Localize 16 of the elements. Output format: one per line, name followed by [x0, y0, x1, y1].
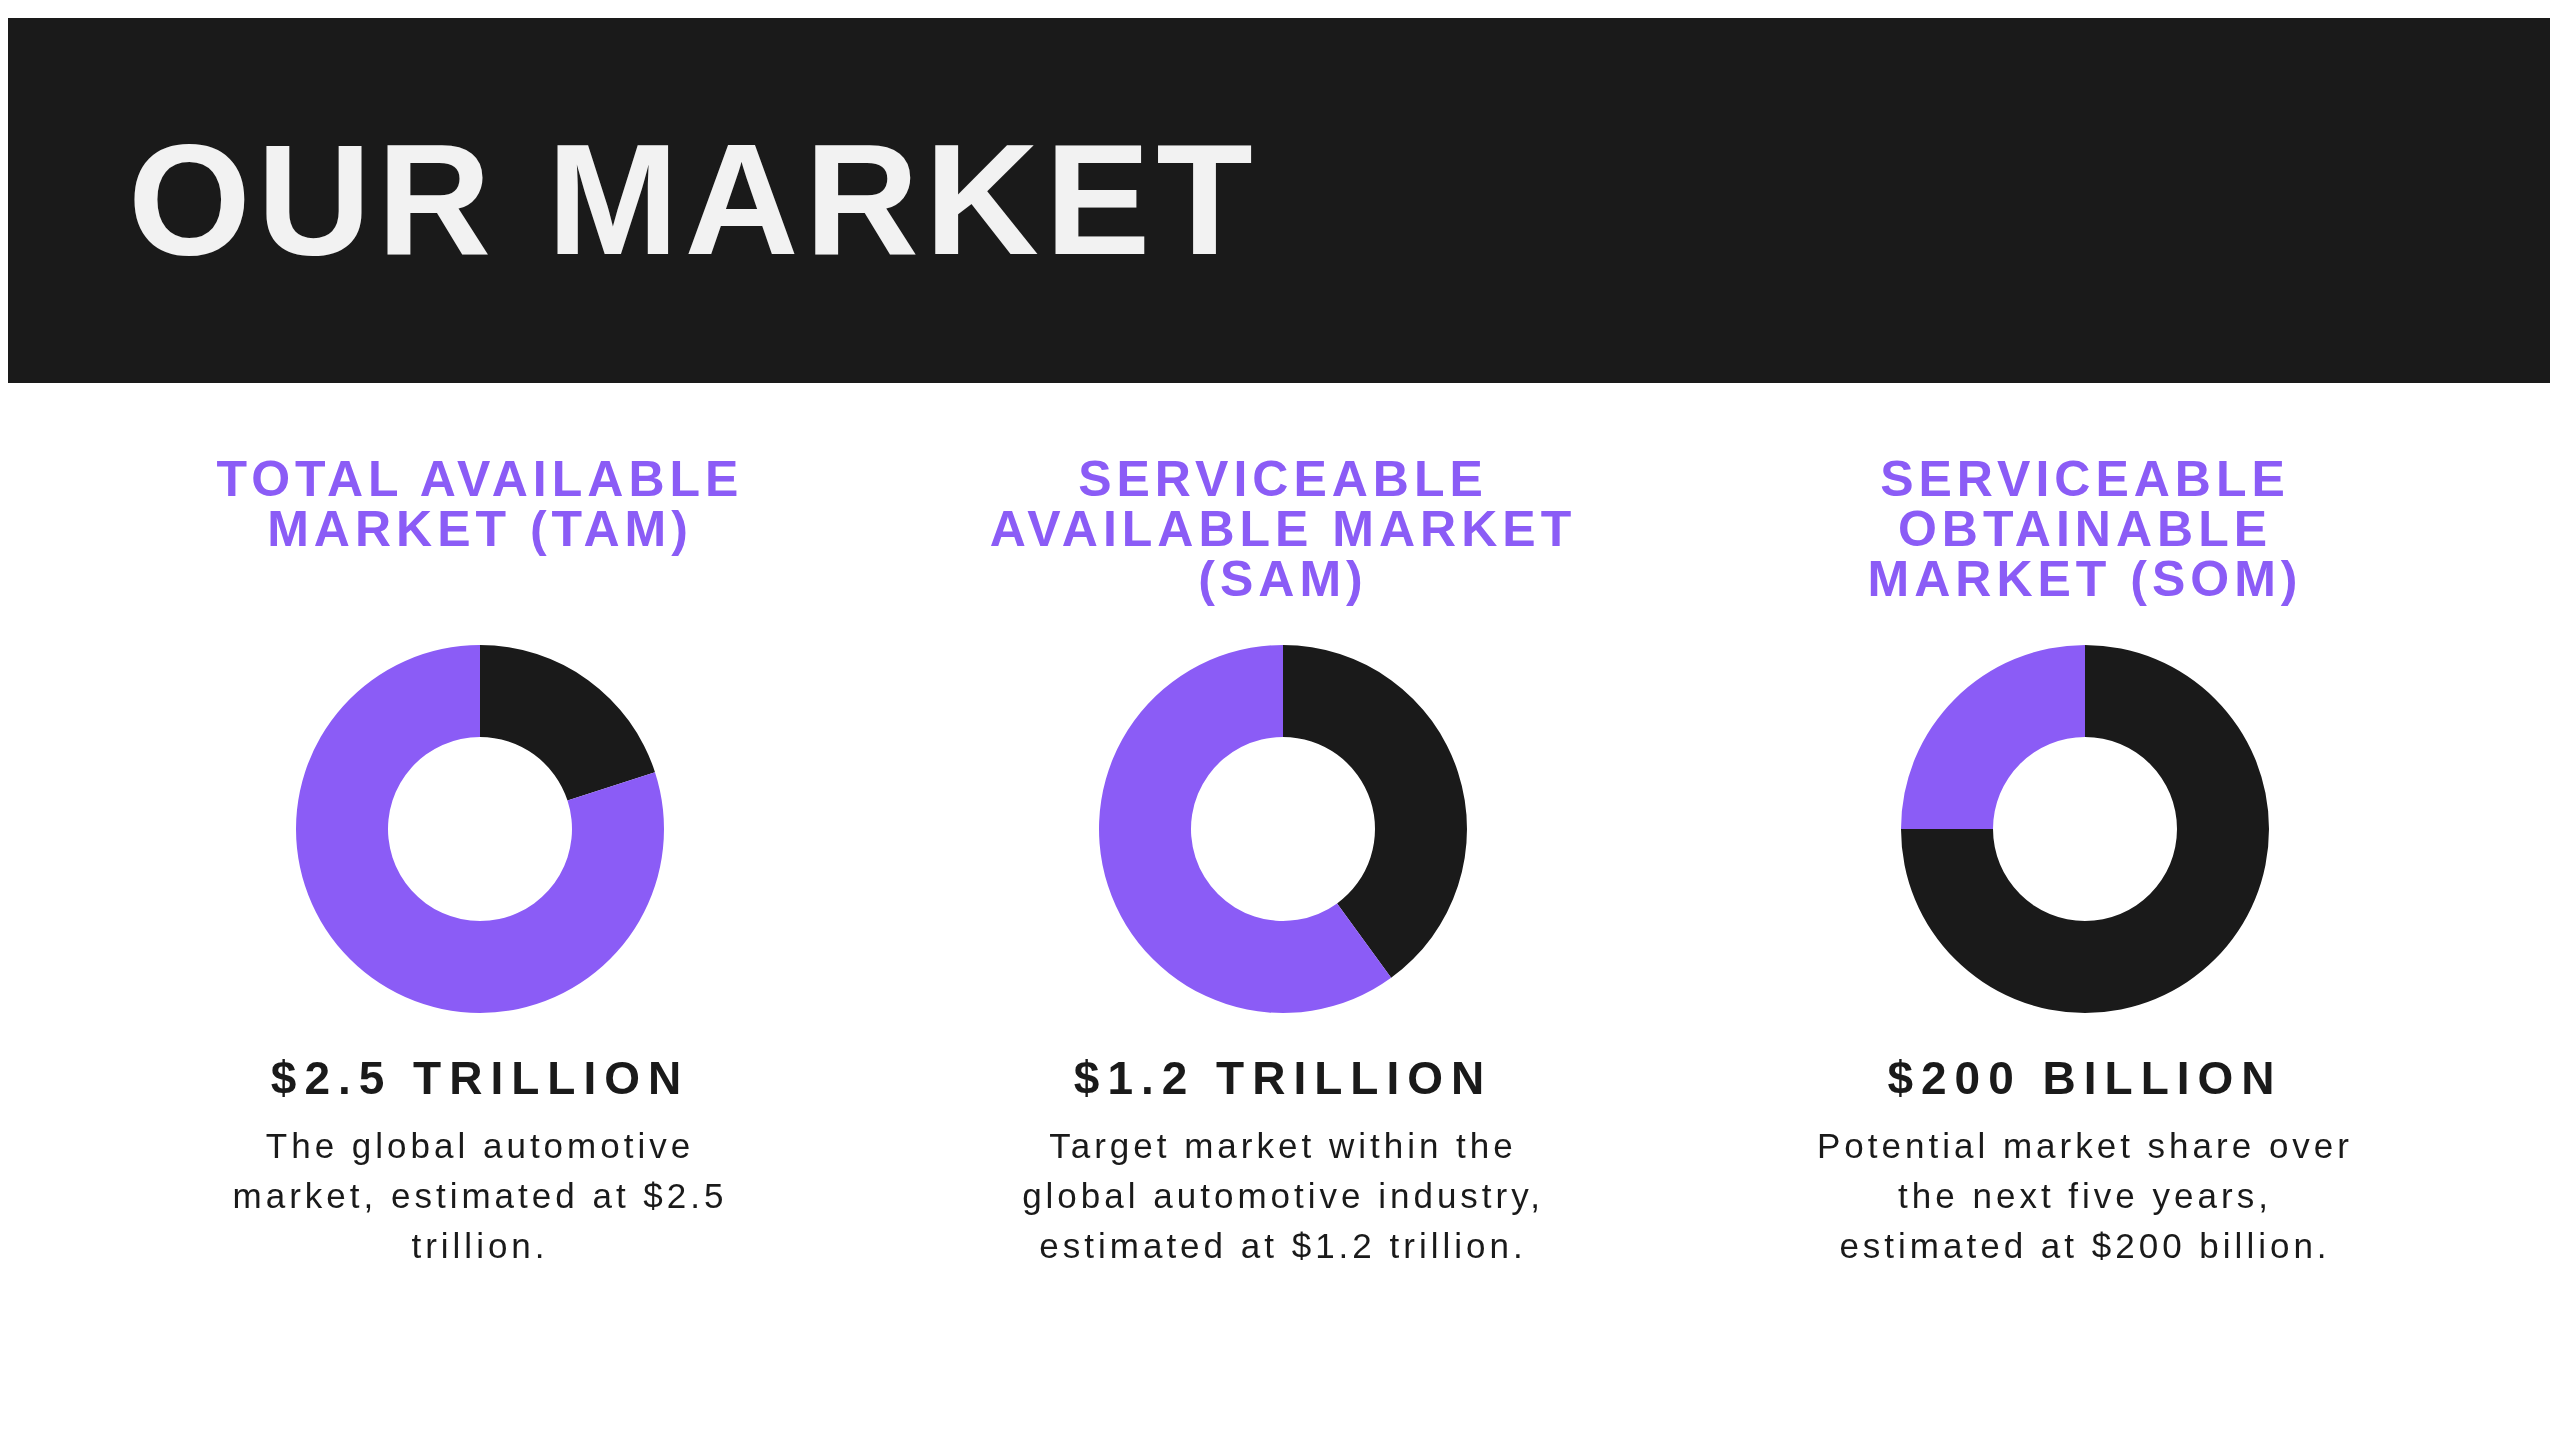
donut-slice	[1901, 645, 2085, 829]
text: Target market within the global automotive industry, estimated at $1.2 trillion.	[1022, 1126, 1544, 1265]
donut-slice	[1283, 645, 1467, 978]
chart-title: SERVICEABLE AVAILABLE MARKET (SAM)	[989, 451, 1577, 607]
chart-title: SERVICEABLE OBTAINABLE MARKET (SOM)	[1867, 451, 2303, 607]
text: Potential market share over the next five years, estimated at $200 billion.	[1817, 1126, 2353, 1265]
text: OUR MARKET	[128, 111, 1259, 287]
donut-slice	[480, 645, 655, 801]
text: $2.5 TRILLION	[270, 1052, 690, 1104]
donut-slice	[1901, 645, 2269, 1013]
text: $1.2 TRILLION	[1073, 1052, 1493, 1104]
donut-slice	[296, 645, 664, 1013]
donut-slice	[1099, 645, 1392, 1013]
text: The global automotive market, estimated at $2.5 trillion.	[232, 1126, 728, 1265]
chart-title: TOTAL AVAILABLE MARKET (TAM)	[216, 451, 744, 557]
text: $200 BILLION	[1887, 1052, 2283, 1104]
